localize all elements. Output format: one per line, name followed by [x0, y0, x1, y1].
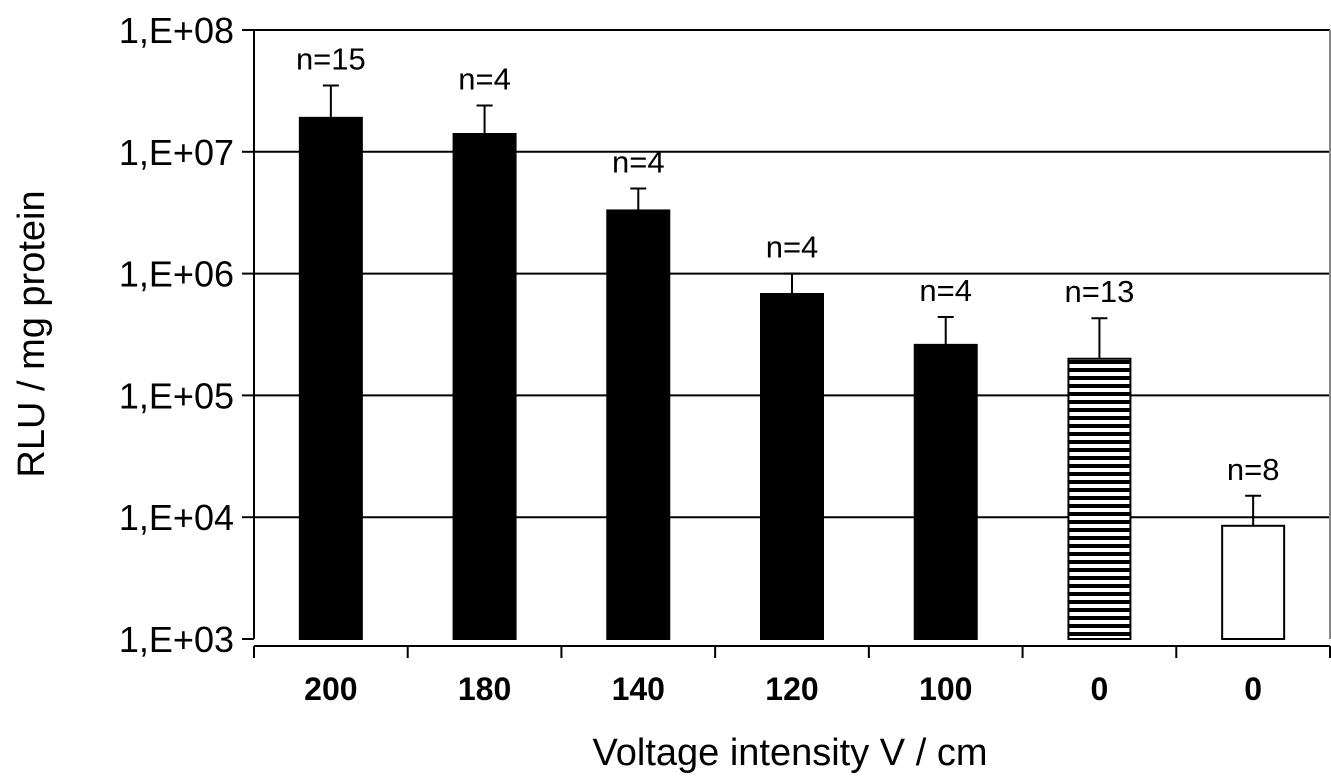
- x-axis-title: Voltage intensity V / cm: [593, 732, 988, 774]
- bar: [1221, 524, 1286, 640]
- bar: [760, 293, 824, 640]
- n-label: n=4: [458, 61, 511, 96]
- bar: [452, 133, 517, 640]
- labels: 1,E+03 1,E+04 1,E+05 1,E+06 1,E+07 1,E+08 n=15…: [119, 10, 1280, 707]
- y-axis-title: RLU / mg protein: [11, 190, 53, 477]
- bars: [298, 84, 1286, 640]
- n-label: n=4: [612, 144, 665, 179]
- y-tick-label: 1,E+05: [119, 375, 234, 416]
- y-tick-label: 1,E+04: [119, 497, 234, 538]
- n-label: n=15: [296, 42, 366, 77]
- bar: [606, 209, 671, 640]
- x-tick-label: 100: [919, 671, 972, 707]
- x-tick-label: 180: [458, 671, 511, 707]
- y-tick-label: 1,E+06: [119, 254, 234, 295]
- x-tick-label: 140: [612, 671, 665, 707]
- bar: [1067, 357, 1132, 640]
- x-tick-label: 0: [1091, 671, 1109, 707]
- x-tick-label: 200: [304, 671, 357, 707]
- x-tick-label: 120: [765, 671, 818, 707]
- n-label: n=4: [919, 273, 972, 308]
- bar: [913, 343, 978, 640]
- x-tick-label: 0: [1244, 671, 1262, 707]
- y-tick-label: 1,E+03: [119, 619, 234, 660]
- n-label: n=13: [1065, 274, 1135, 309]
- y-tick-label: 1,E+07: [119, 132, 234, 173]
- y-tick-label: 1,E+08: [119, 10, 234, 51]
- axes: [242, 29, 1331, 658]
- n-label: n=8: [1227, 452, 1280, 487]
- bar: [298, 116, 363, 640]
- n-label: n=4: [766, 230, 819, 265]
